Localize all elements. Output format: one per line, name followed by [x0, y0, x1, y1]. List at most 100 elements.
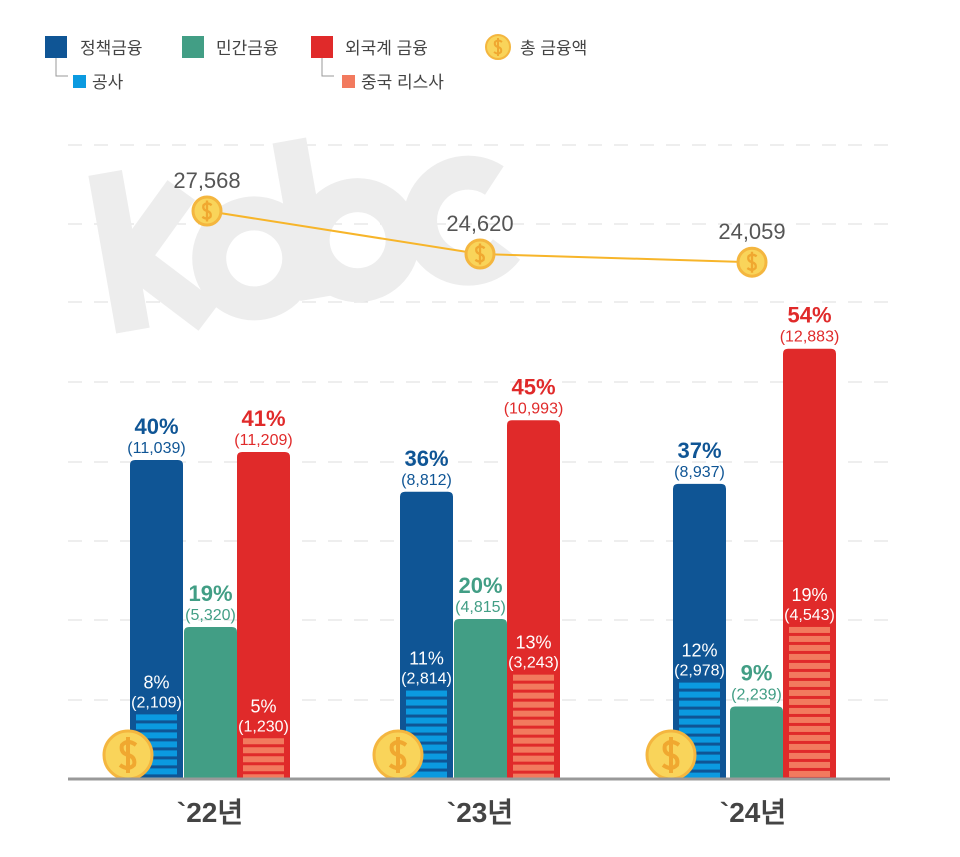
sub-bar-stripe	[679, 736, 720, 743]
bar-percent-label: 37%	[677, 438, 721, 463]
sub-bar-stripe	[513, 755, 554, 762]
sub-bar-stripe	[679, 691, 720, 698]
sub-bar-stripe	[513, 719, 554, 726]
total-value-label: 27,568	[173, 168, 240, 193]
sub-bar-stripe	[406, 717, 447, 724]
sub-bar-stripe	[679, 682, 720, 689]
sub-bar-stripe	[513, 746, 554, 753]
sub-bar-stripe	[789, 671, 830, 678]
bar-value-label: (10,993)	[504, 400, 564, 417]
sub-bar-foreign-sub	[243, 738, 284, 778]
sub-bar-stripe	[789, 662, 830, 669]
sub-bar-stripe	[789, 644, 830, 651]
sub-bar-stripe	[513, 683, 554, 690]
coin-icon	[736, 246, 768, 278]
sub-bar-value-label: (1,230)	[238, 718, 289, 735]
coin-icon	[102, 729, 154, 781]
sub-bar-stripe	[789, 680, 830, 687]
sub-bar-value-label: (2,978)	[674, 663, 725, 680]
sub-bar-stripe	[789, 725, 830, 732]
bar-percent-label: 41%	[241, 406, 285, 431]
legend-label-foreign-sub: 중국 리스사	[361, 73, 444, 92]
bar-policy	[400, 491, 453, 778]
legend-label-policy: 정책금융	[80, 39, 143, 58]
sub-bar-stripe	[789, 635, 830, 642]
total-value-label: 24,620	[446, 211, 513, 236]
sub-bar-percent-label: 19%	[791, 585, 827, 605]
sub-bar-stripe	[406, 744, 447, 751]
legend-swatch-foreign-sub	[342, 75, 355, 88]
sub-bar-percent-label: 8%	[143, 672, 169, 692]
legend-connector	[321, 58, 334, 77]
bar-private	[454, 619, 507, 778]
sub-bar-stripe	[789, 689, 830, 696]
sub-bar-foreign-sub	[789, 626, 830, 777]
sub-bar-stripe	[513, 728, 554, 735]
legend-swatch-foreign	[311, 36, 333, 58]
legend-label-private: 민간금융	[216, 39, 279, 58]
bar-percent-label: 40%	[134, 414, 178, 439]
sub-bar-percent-label: 5%	[250, 696, 276, 716]
sub-bar-stripe	[679, 763, 720, 770]
sub-bar-stripe	[406, 753, 447, 760]
bar-policy	[130, 460, 183, 778]
sub-bar-stripe	[406, 699, 447, 706]
sub-bar-foreign-sub	[513, 674, 554, 778]
sub-bar-stripe	[679, 700, 720, 707]
sub-bar-stripe	[136, 768, 177, 775]
bar-percent-label: 19%	[188, 581, 232, 606]
legend-label-foreign: 외국계 금융	[345, 39, 428, 58]
sub-bar-stripe	[513, 701, 554, 708]
legend-swatch-policy-sub	[73, 75, 86, 88]
sub-bar-stripe	[136, 732, 177, 739]
legend-label-policy-sub: 공사	[92, 73, 124, 92]
bar-percent-label: 9%	[741, 660, 773, 685]
sub-bar-percent-label: 13%	[515, 633, 551, 653]
sub-bar-stripe	[789, 752, 830, 759]
coin-icon	[645, 729, 697, 781]
bar-group: 40%(11,039) 19%(5,320) 41%(11,209) 8% (2,109…	[102, 406, 293, 781]
sub-bar-stripe	[406, 690, 447, 697]
sub-bar-stripe	[789, 761, 830, 768]
bar-value-label: (8,812)	[401, 472, 452, 489]
bar-private	[184, 626, 237, 778]
coin-icon	[372, 729, 424, 781]
sub-bar-stripe	[679, 709, 720, 716]
x-tick-label: `23년	[447, 797, 513, 828]
coin-icon	[464, 238, 496, 270]
sub-bar-stripe	[136, 714, 177, 721]
bar-private	[730, 706, 783, 778]
sub-bar-stripe	[136, 759, 177, 766]
sub-bar-stripe	[789, 743, 830, 750]
sub-bar-stripe	[406, 762, 447, 769]
legend-connector	[55, 58, 68, 77]
legend-swatch-policy	[45, 36, 67, 58]
sub-bar-stripe	[513, 674, 554, 681]
sub-bar-value-label: (3,243)	[508, 655, 559, 672]
sub-bar-stripe	[243, 747, 284, 754]
sub-bar-stripe	[406, 771, 447, 778]
sub-bar-stripe	[406, 735, 447, 742]
sub-bar-percent-label: 11%	[409, 649, 444, 669]
sub-bar-stripe	[679, 745, 720, 752]
sub-bar-value-label: (2,814)	[401, 671, 452, 688]
bar-foreign	[783, 348, 836, 778]
bar-value-label: (2,239)	[731, 686, 782, 703]
sub-bar-stripe	[136, 750, 177, 757]
sub-bar-stripe	[513, 773, 554, 778]
sub-bar-stripe	[243, 765, 284, 772]
bar-percent-label: 36%	[404, 446, 448, 471]
bar-percent-label: 45%	[511, 374, 555, 399]
bar-value-label: (4,815)	[455, 599, 506, 616]
legend-swatch-private	[182, 36, 204, 58]
total-value-label: 24,059	[718, 219, 785, 244]
sub-bar-value-label: (2,109)	[131, 694, 182, 711]
bar-value-label: (11,209)	[234, 432, 292, 449]
bar-foreign	[237, 452, 290, 778]
bar-value-label: (12,883)	[780, 329, 840, 346]
sub-bar-stripe	[789, 653, 830, 660]
bar-value-label: (5,320)	[185, 607, 236, 624]
sub-bar-stripe	[513, 710, 554, 717]
bar-group: 37%(8,937) 9%(2,239) 54%(12,883) 12% (2,978)…	[645, 303, 840, 781]
